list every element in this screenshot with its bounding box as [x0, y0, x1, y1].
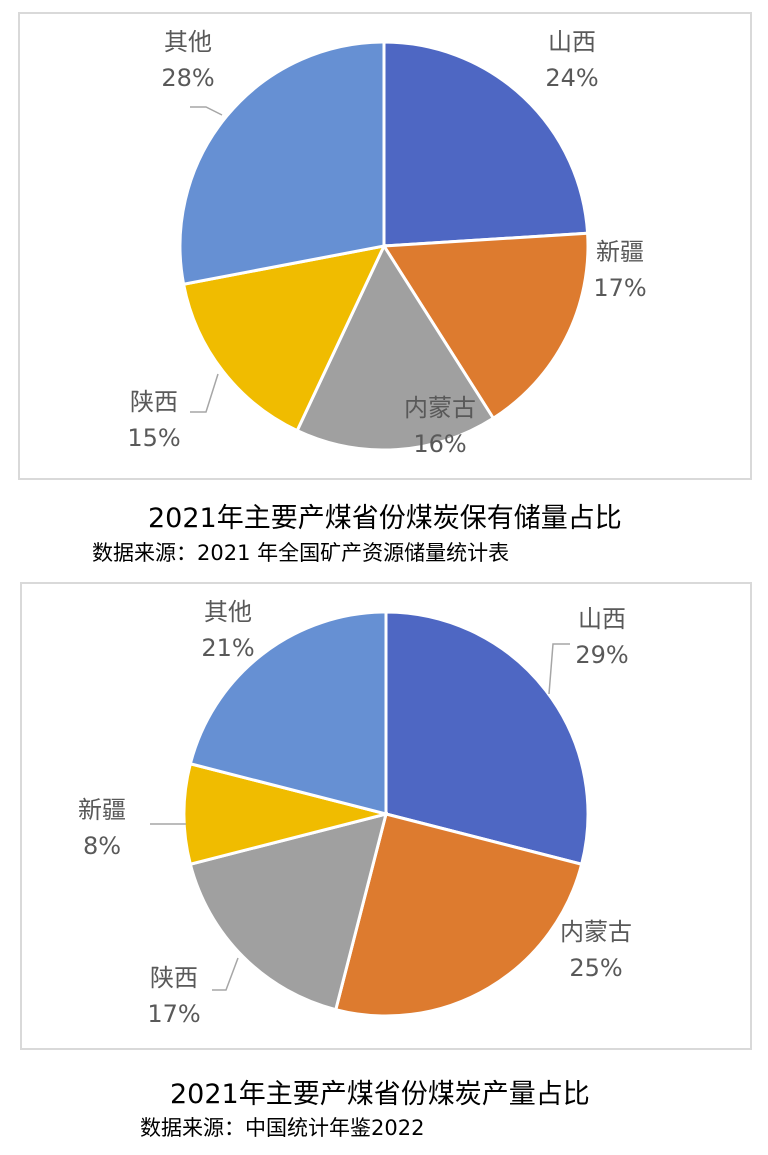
slice-name-reserves-0: 山西	[548, 28, 596, 56]
slice-name-reserves-2: 内蒙古	[404, 394, 476, 422]
pie-slice-production-0	[384, 610, 590, 867]
chart-source-production: 数据来源：中国统计年鉴2022	[140, 1116, 425, 1140]
slice-percent-production-0: 29%	[575, 641, 628, 669]
slice-name-production-0: 山西	[578, 605, 626, 633]
pie-slice-reserves-4	[178, 40, 386, 286]
pie-slice-reserves-1	[381, 231, 590, 421]
slice-percent-production-3: 8%	[83, 832, 121, 860]
pie-slice-reserves-3	[181, 243, 387, 433]
slice-percent-production-1: 25%	[569, 954, 622, 982]
slice-name-reserves-3: 陕西	[130, 388, 178, 416]
slice-name-reserves-1: 新疆	[596, 238, 644, 266]
slice-name-production-3: 新疆	[78, 796, 126, 824]
pie-slice-production-4	[188, 610, 388, 816]
leader-line-production-0	[548, 643, 570, 695]
slice-percent-reserves-1: 17%	[593, 274, 646, 302]
slice-name-production-2: 陕西	[150, 964, 198, 992]
pie-slice-production-2	[188, 811, 389, 1012]
pie-slice-reserves-2	[295, 242, 496, 452]
pie-slice-reserves-0	[382, 40, 590, 248]
slice-name-production-1: 内蒙古	[560, 918, 632, 946]
slice-percent-reserves-2: 16%	[413, 430, 466, 458]
slice-name-production-4: 其他	[204, 598, 252, 626]
leader-line-reserves-3	[190, 373, 219, 413]
slice-name-reserves-4: 其他	[164, 28, 212, 56]
chart-title-production: 2021年主要产煤省份煤炭产量占比	[170, 1079, 590, 1110]
chart-title-reserves: 2021年主要产煤省份煤炭保有储量占比	[148, 503, 622, 534]
leader-line-production-2	[212, 957, 239, 991]
chart-source-reserves: 数据来源：2021 年全国矿产资源储量统计表	[92, 541, 510, 565]
slice-percent-reserves-0: 24%	[545, 64, 598, 92]
pie-slice-production-3	[182, 761, 387, 867]
pie-slice-production-1	[333, 812, 584, 1018]
slice-percent-reserves-3: 15%	[127, 424, 180, 452]
slice-percent-production-4: 21%	[201, 634, 254, 662]
leader-line-reserves-4	[190, 106, 223, 116]
slice-percent-production-2: 17%	[147, 1000, 200, 1028]
slice-percent-reserves-4: 28%	[161, 64, 214, 92]
